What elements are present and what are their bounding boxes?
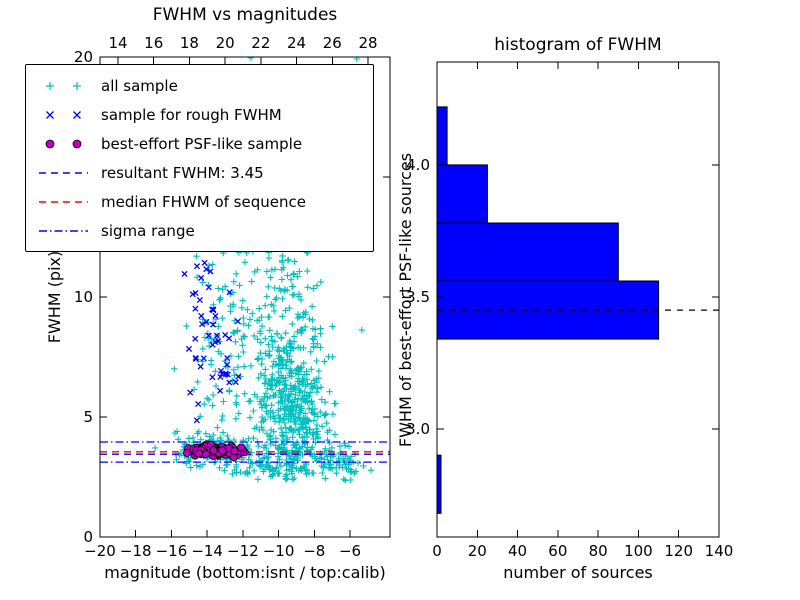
svg-text:26: 26 [323, 34, 342, 52]
svg-text:100: 100 [624, 542, 653, 560]
svg-text:−20: −20 [84, 542, 116, 560]
svg-text:0: 0 [432, 542, 442, 560]
svg-text:28: 28 [358, 34, 377, 52]
legend-item-label: sigma range [101, 221, 195, 240]
legend-x-marker-icon [46, 110, 81, 119]
legend-plus-marker-icon [46, 81, 81, 90]
scatter-xlabel: magnitude (bottom:isnt / top:calib) [104, 563, 385, 582]
svg-text:40: 40 [508, 542, 527, 560]
legend-line-swatch [39, 171, 88, 174]
legend-line-swatch [39, 229, 88, 232]
svg-text:−10: −10 [263, 542, 295, 560]
legend-item-label: sample for rough FWHM [101, 105, 282, 124]
series-sample-for-rough-fwhm [181, 259, 242, 424]
svg-text:3.5: 3.5 [406, 288, 430, 306]
legend-item: all sample [26, 71, 373, 100]
histogram-ylabel: FWHM of best-effort PSF-like sources [396, 153, 415, 447]
legend-item: best-effort PSF-like sample [26, 129, 373, 158]
histogram-bars-layer [436, 106, 719, 514]
legend-line-swatch [39, 200, 88, 203]
histogram-axes-frame [436, 61, 720, 538]
svg-text:24: 24 [287, 34, 306, 52]
legend-item: median FHWM of sequence [26, 187, 373, 216]
svg-text:120: 120 [664, 542, 693, 560]
scatter-plot: −20 −18 −16 −14 −12 −10 −8 −6 14 16 18 20 22 24 26 28 0 5… [45, 5, 391, 582]
scatter-axes-ticks: −20 −18 −16 −14 −12 −10 −8 −6 14 16 18 20 22 24 26 28 0 5… [74, 34, 390, 560]
legend-item: resultant FWHM: 3.45 [26, 158, 373, 187]
legend-item-label: all sample [101, 76, 178, 95]
legend-item-label: resultant FWHM: 3.45 [101, 163, 264, 182]
svg-text:140: 140 [705, 542, 734, 560]
psf-sample-layer [182, 440, 249, 462]
histogram-plot: 0 20 40 60 80 100 120 140 3.0 3.5 4.0 histogram of… [396, 35, 733, 582]
series-best-effort-psf-like-sample [182, 440, 249, 462]
histogram-xlabel: number of sources [503, 563, 653, 582]
histogram-title: histogram of FWHM [494, 35, 661, 55]
svg-text:18: 18 [180, 34, 199, 52]
svg-text:−14: −14 [191, 542, 223, 560]
svg-text:−12: −12 [227, 542, 259, 560]
svg-text:60: 60 [548, 542, 567, 560]
legend-item: sigma range [26, 216, 373, 245]
svg-text:10: 10 [74, 288, 93, 306]
scatter-axes-frame [99, 56, 391, 538]
svg-text:−16: −16 [156, 542, 188, 560]
svg-text:−8: −8 [303, 542, 325, 560]
legend-circle-marker-icon [45, 139, 82, 148]
histogram-axes-ticks: 0 20 40 60 80 100 120 140 3.0 3.5 4.0 [406, 62, 733, 560]
legend: all sample sample for rough FWHM best-effo… [25, 64, 374, 252]
svg-text:5: 5 [83, 408, 93, 426]
legend-item-label: best-effort PSF-like sample [101, 134, 303, 153]
legend-item: sample for rough FWHM [26, 100, 373, 129]
svg-text:22: 22 [251, 34, 270, 52]
svg-text:14: 14 [108, 34, 127, 52]
svg-text:20: 20 [74, 48, 93, 66]
scatter-title: FWHM vs magnitudes [153, 5, 338, 25]
svg-text:0: 0 [83, 528, 93, 546]
svg-text:20: 20 [216, 34, 235, 52]
scatter-ylabel: FWHM (pix) [45, 251, 64, 344]
svg-text:4.0: 4.0 [406, 156, 430, 174]
legend-item-label: median FHWM of sequence [101, 192, 306, 211]
svg-text:−18: −18 [120, 542, 152, 560]
svg-text:3.0: 3.0 [406, 420, 430, 438]
svg-text:80: 80 [589, 542, 608, 560]
svg-text:−6: −6 [339, 542, 361, 560]
svg-text:20: 20 [468, 542, 487, 560]
svg-text:16: 16 [144, 34, 163, 52]
